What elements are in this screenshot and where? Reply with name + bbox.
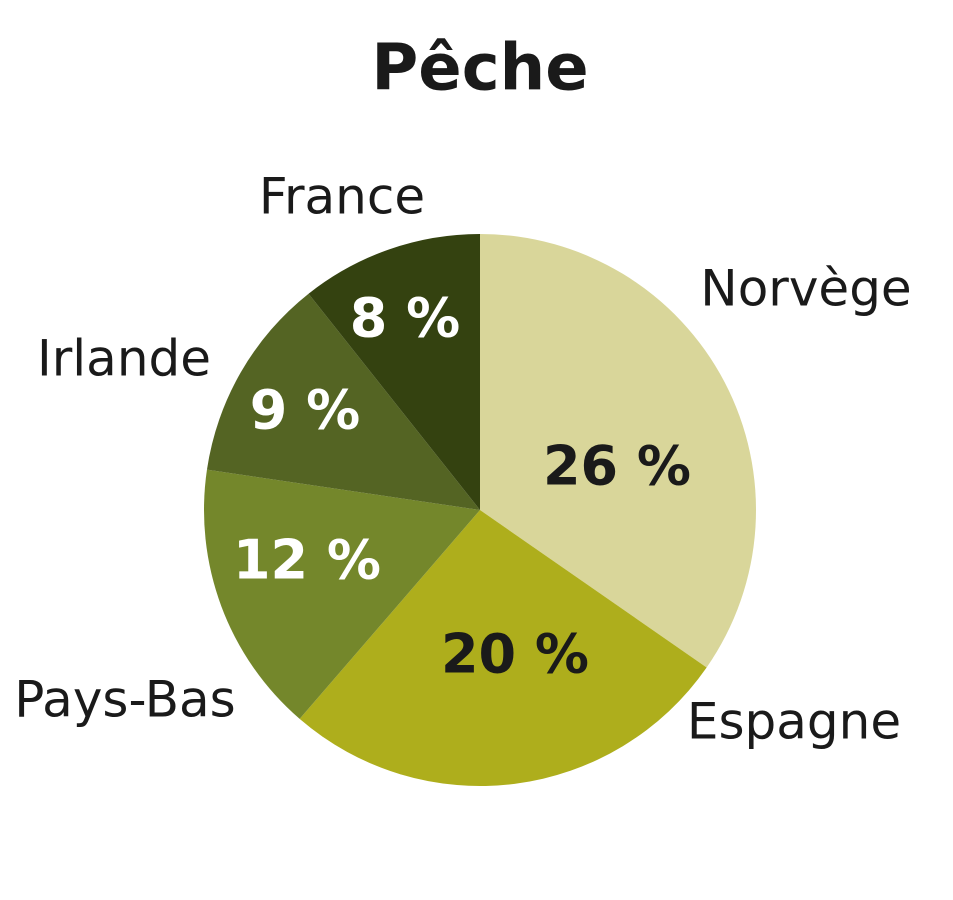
value-label: 26 % — [543, 435, 691, 498]
category-label: France — [259, 168, 425, 226]
pie-slice — [480, 234, 757, 668]
category-label: Norvège — [700, 260, 911, 318]
pie-slice — [299, 510, 707, 787]
pie-slice — [203, 469, 480, 719]
category-label: Espagne — [687, 693, 901, 751]
pie-slice — [206, 293, 481, 510]
value-label: 8 % — [350, 287, 460, 350]
chart-title: Pêche — [371, 32, 588, 106]
value-label: 20 % — [441, 623, 589, 686]
category-label: Irlande — [37, 330, 211, 388]
pie-slice — [308, 234, 480, 510]
value-label: 9 % — [250, 379, 360, 442]
value-label: 12 % — [233, 529, 381, 592]
category-label: Pays-Bas — [14, 671, 235, 729]
